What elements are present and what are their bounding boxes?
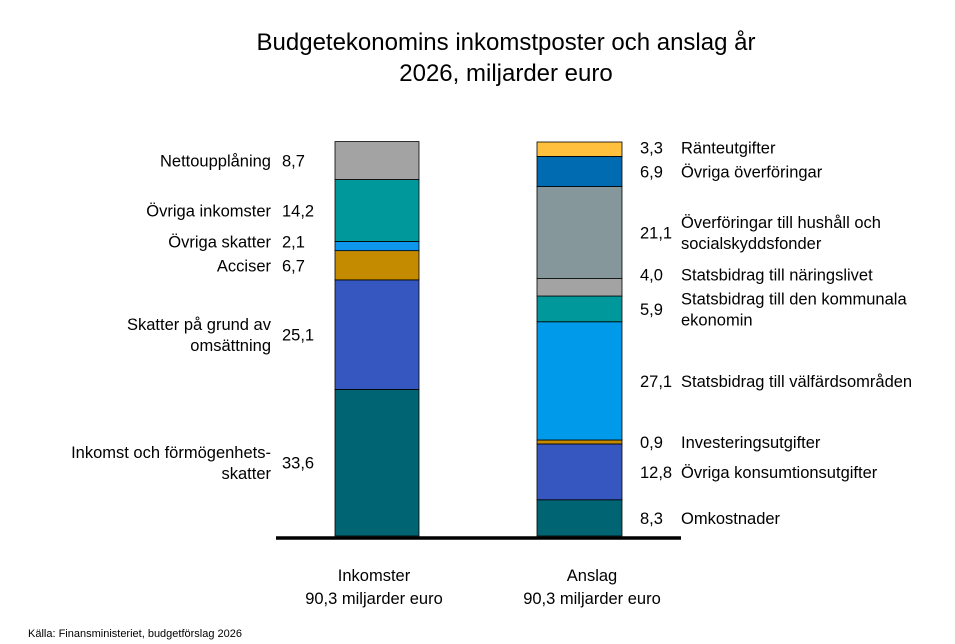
- value-label-col1-seg0: 8,3: [640, 510, 663, 528]
- value-label-col0-seg4: 14,2: [282, 203, 314, 221]
- bar-segment-col0-seg5: [334, 141, 420, 180]
- bar-segment-col0-seg0: [334, 388, 420, 537]
- category-label-col1-seg7-line-0: Övriga överföringar: [681, 163, 823, 181]
- bar-segment-col0-seg3: [334, 241, 420, 252]
- bars-layer: [334, 141, 623, 537]
- value-label-col1-seg3: 27,1: [640, 373, 672, 391]
- category-label-col1-seg3-line-0: Statsbidrag till välfärdsområden: [681, 373, 912, 391]
- labels-layer: 33,6 Inkomst och förmögenhets-skatter 25,1…: [71, 139, 912, 527]
- value-label-col1-seg8: 3,3: [640, 139, 663, 157]
- category-label-col1-seg8-line-0: Ränteutgifter: [681, 139, 776, 157]
- x-label-anslag-line-1: Anslag: [567, 567, 617, 585]
- chart-title-line-1: Budgetekonomins inkomstposter och anslag…: [257, 29, 756, 56]
- category-label-col0-seg1-line-1: omsättning: [190, 337, 271, 355]
- category-label-col1-seg2-line-0: Investeringsutgifter: [681, 434, 821, 452]
- category-label-col0-seg0-line-0: Inkomst och förmögenhets-: [71, 444, 271, 462]
- category-label-col1-seg4-line-1: ekonomin: [681, 311, 753, 329]
- bar-segment-col1-seg6: [536, 186, 623, 279]
- value-label-col0-seg1: 25,1: [282, 327, 314, 345]
- x-label-inkomster-line-1: Inkomster: [338, 567, 411, 585]
- value-label-col0-seg5: 8,7: [282, 153, 305, 171]
- category-label-col1-seg6-line-1: socialskyddsfonder: [681, 235, 822, 253]
- category-label-col1-seg4-line-0: Statsbidrag till den kommunala: [681, 290, 907, 308]
- category-label-col1-seg1-line-0: Övriga konsumtionsutgifter: [681, 464, 878, 482]
- value-label-col1-seg4: 5,9: [640, 301, 663, 319]
- bar-segment-col1-seg8: [536, 141, 623, 157]
- bar-segment-col1-seg4: [536, 295, 623, 323]
- category-label-col0-seg0-line-1: skatter: [221, 465, 271, 483]
- bar-segment-col1-seg1: [536, 443, 623, 501]
- bar-segment-col1-seg5: [536, 278, 623, 297]
- bar-segment-col0-seg4: [334, 179, 420, 242]
- chart-title-line-2: 2026, miljarder euro: [399, 60, 612, 87]
- value-label-col0-seg0: 33,6: [282, 455, 314, 473]
- bar-segment-col1-seg0: [536, 499, 623, 537]
- category-label-col1-seg5-line-0: Statsbidrag till näringslivet: [681, 266, 873, 284]
- bar-segment-col0-seg2: [334, 250, 420, 281]
- bar-segment-col0-seg1: [334, 279, 420, 390]
- category-label-col0-seg4-line-0: Övriga inkomster: [146, 203, 271, 221]
- category-label-col1-seg6-line-0: Överföringar till hushåll och: [681, 214, 881, 232]
- value-label-col1-seg2: 0,9: [640, 434, 663, 452]
- value-label-col1-seg7: 6,9: [640, 163, 663, 181]
- category-label-col0-seg3-line-0: Övriga skatter: [168, 233, 271, 251]
- x-label-inkomster-line-2: 90,3 miljarder euro: [305, 590, 443, 608]
- source-note: Källa: Finansministeriet, budgetförslag …: [28, 628, 242, 640]
- bar-segment-col1-seg2: [536, 439, 623, 445]
- value-label-col0-seg3: 2,1: [282, 233, 305, 251]
- x-label-anslag-line-2: 90,3 miljarder euro: [523, 590, 661, 608]
- value-label-col1-seg6: 21,1: [640, 225, 672, 243]
- category-label-col0-seg1-line-0: Skatter på grund av: [127, 316, 272, 334]
- category-label-col1-seg0-line-0: Omkostnader: [681, 510, 781, 528]
- bar-segment-col1-seg3: [536, 321, 623, 441]
- value-label-col1-seg5: 4,0: [640, 266, 663, 284]
- category-label-col0-seg5-line-0: Nettoupplåning: [160, 153, 271, 171]
- bar-segment-col1-seg7: [536, 155, 623, 187]
- category-label-col0-seg2-line-0: Acciser: [217, 257, 272, 275]
- value-label-col0-seg2: 6,7: [282, 257, 305, 275]
- value-label-col1-seg1: 12,8: [640, 464, 672, 482]
